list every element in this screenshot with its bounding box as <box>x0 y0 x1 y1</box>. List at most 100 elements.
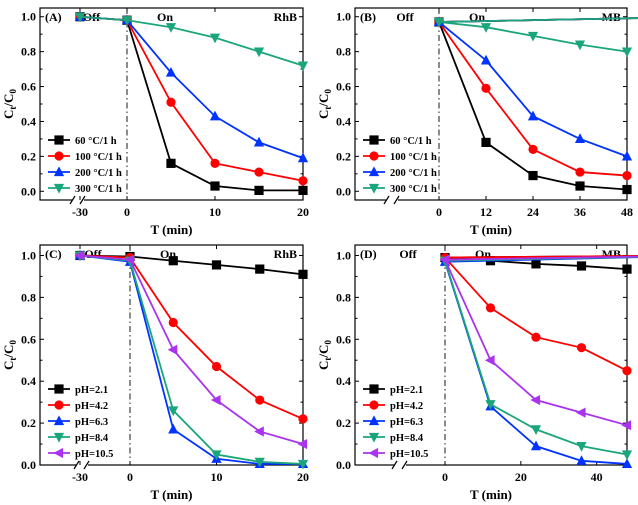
data-point <box>210 181 220 191</box>
axis-break-mark <box>401 460 408 470</box>
legend-marker <box>369 400 379 410</box>
legend-marker <box>53 415 65 426</box>
data-point <box>209 110 221 121</box>
y-tick-label: 1.0 <box>336 248 351 262</box>
data-point <box>485 303 496 313</box>
data-point <box>530 440 542 451</box>
data-point <box>574 40 586 51</box>
legend-label: pH=10.5 <box>390 449 428 460</box>
axis-break-gap <box>386 196 398 204</box>
series-5 <box>74 250 308 450</box>
data-point <box>621 420 632 431</box>
y-tick-label: 0.2 <box>21 416 36 430</box>
panel-label: (A) <box>45 10 62 24</box>
dark-phase-label: Off <box>399 247 417 261</box>
data-point <box>480 23 492 33</box>
legend-marker <box>368 447 379 459</box>
data-point <box>211 361 222 372</box>
series-line <box>443 256 638 465</box>
y-tick-label: 1.0 <box>21 10 36 24</box>
data-point <box>211 260 222 270</box>
data-point <box>253 136 265 147</box>
axis-break-gap <box>394 461 406 469</box>
data-point <box>622 170 632 181</box>
legend-marker <box>53 183 65 194</box>
data-point <box>576 343 587 353</box>
data-point <box>168 423 179 434</box>
data-point <box>576 455 587 465</box>
dark-phase-label: Off <box>84 247 102 261</box>
data-point <box>576 261 587 271</box>
x-tick-label: 0 <box>436 205 442 219</box>
legend-label: pH=8.4 <box>75 433 109 444</box>
data-point <box>485 400 496 410</box>
x-tick-label: 12 <box>480 205 492 219</box>
data-point <box>621 450 633 461</box>
data-point <box>168 256 178 266</box>
legend-marker <box>53 432 65 443</box>
data-point <box>74 250 85 261</box>
data-point <box>74 12 86 23</box>
data-point <box>575 181 585 191</box>
dye-label: MB <box>602 247 621 261</box>
panel-label: (C) <box>45 247 62 261</box>
data-point <box>527 110 539 121</box>
series-line <box>79 254 304 445</box>
series-4 <box>439 255 638 461</box>
x-tick-label: 10 <box>209 205 221 219</box>
panel-label: (D) <box>360 247 377 261</box>
data-point <box>297 152 309 163</box>
legend-marker <box>54 151 64 161</box>
y-tick-label: 0.6 <box>336 80 351 94</box>
data-point <box>622 366 632 376</box>
data-point <box>124 254 135 265</box>
x-tick-label: 0 <box>124 205 130 219</box>
legend-marker <box>369 384 379 394</box>
legend-label: 60 °C/1 h <box>390 136 432 147</box>
series-4 <box>433 17 638 58</box>
y-tick-label: 0.0 <box>21 184 36 198</box>
chart-panel-1: 0.0 0.2 0.4 0.6 0.8 1.0 -30 0 10 20 T (min) Ct/C0 (A… <box>1 7 309 237</box>
x-tick-label: 20 <box>297 470 309 484</box>
data-point <box>622 184 632 195</box>
legend-label: 300 °C/1 h <box>75 184 122 195</box>
data-point <box>481 137 491 147</box>
y-axis-title: Ct/C0 <box>1 89 18 119</box>
data-point <box>255 264 265 274</box>
x-axis-title: T (min) <box>150 487 192 502</box>
data-point <box>621 458 633 469</box>
legend-marker <box>53 447 64 459</box>
chart-panel-3: 0.0 0.2 0.4 0.6 0.8 1.0 -30 0 10 20 T (min) Ct/C0 (C… <box>1 244 309 502</box>
y-tick-label: 0.6 <box>21 332 36 346</box>
x-tick-label: 10 <box>211 470 223 484</box>
legend-label: 60 °C/1 h <box>75 136 117 147</box>
legend-label: 200 °C/1 h <box>390 168 437 179</box>
data-point <box>166 158 176 168</box>
series-line <box>79 254 304 420</box>
data-point <box>297 61 309 72</box>
y-tick-label: 0.8 <box>336 290 351 304</box>
data-point <box>209 33 221 44</box>
series-line <box>438 17 638 53</box>
x-tick-label: 0 <box>127 470 133 484</box>
data-point <box>165 66 177 77</box>
series-2 <box>440 252 638 376</box>
data-point <box>121 16 133 26</box>
data-point <box>575 167 585 177</box>
data-point <box>253 47 265 58</box>
y-tick-label: 0.4 <box>336 374 351 388</box>
data-point <box>210 158 220 168</box>
dye-label: MB <box>602 10 621 24</box>
series-1 <box>434 17 638 195</box>
legend-label: pH=4.2 <box>75 401 108 412</box>
legend-label: 200 °C/1 h <box>75 168 122 179</box>
data-point <box>254 167 264 177</box>
series-line <box>79 254 303 465</box>
legend-label: pH=10.5 <box>75 449 113 460</box>
y-tick-label: 1.0 <box>336 10 351 24</box>
data-point <box>484 355 495 366</box>
data-point <box>621 47 633 58</box>
y-tick-label: 1.0 <box>21 248 36 262</box>
axis-break-mark <box>391 460 398 470</box>
data-point <box>167 344 178 355</box>
